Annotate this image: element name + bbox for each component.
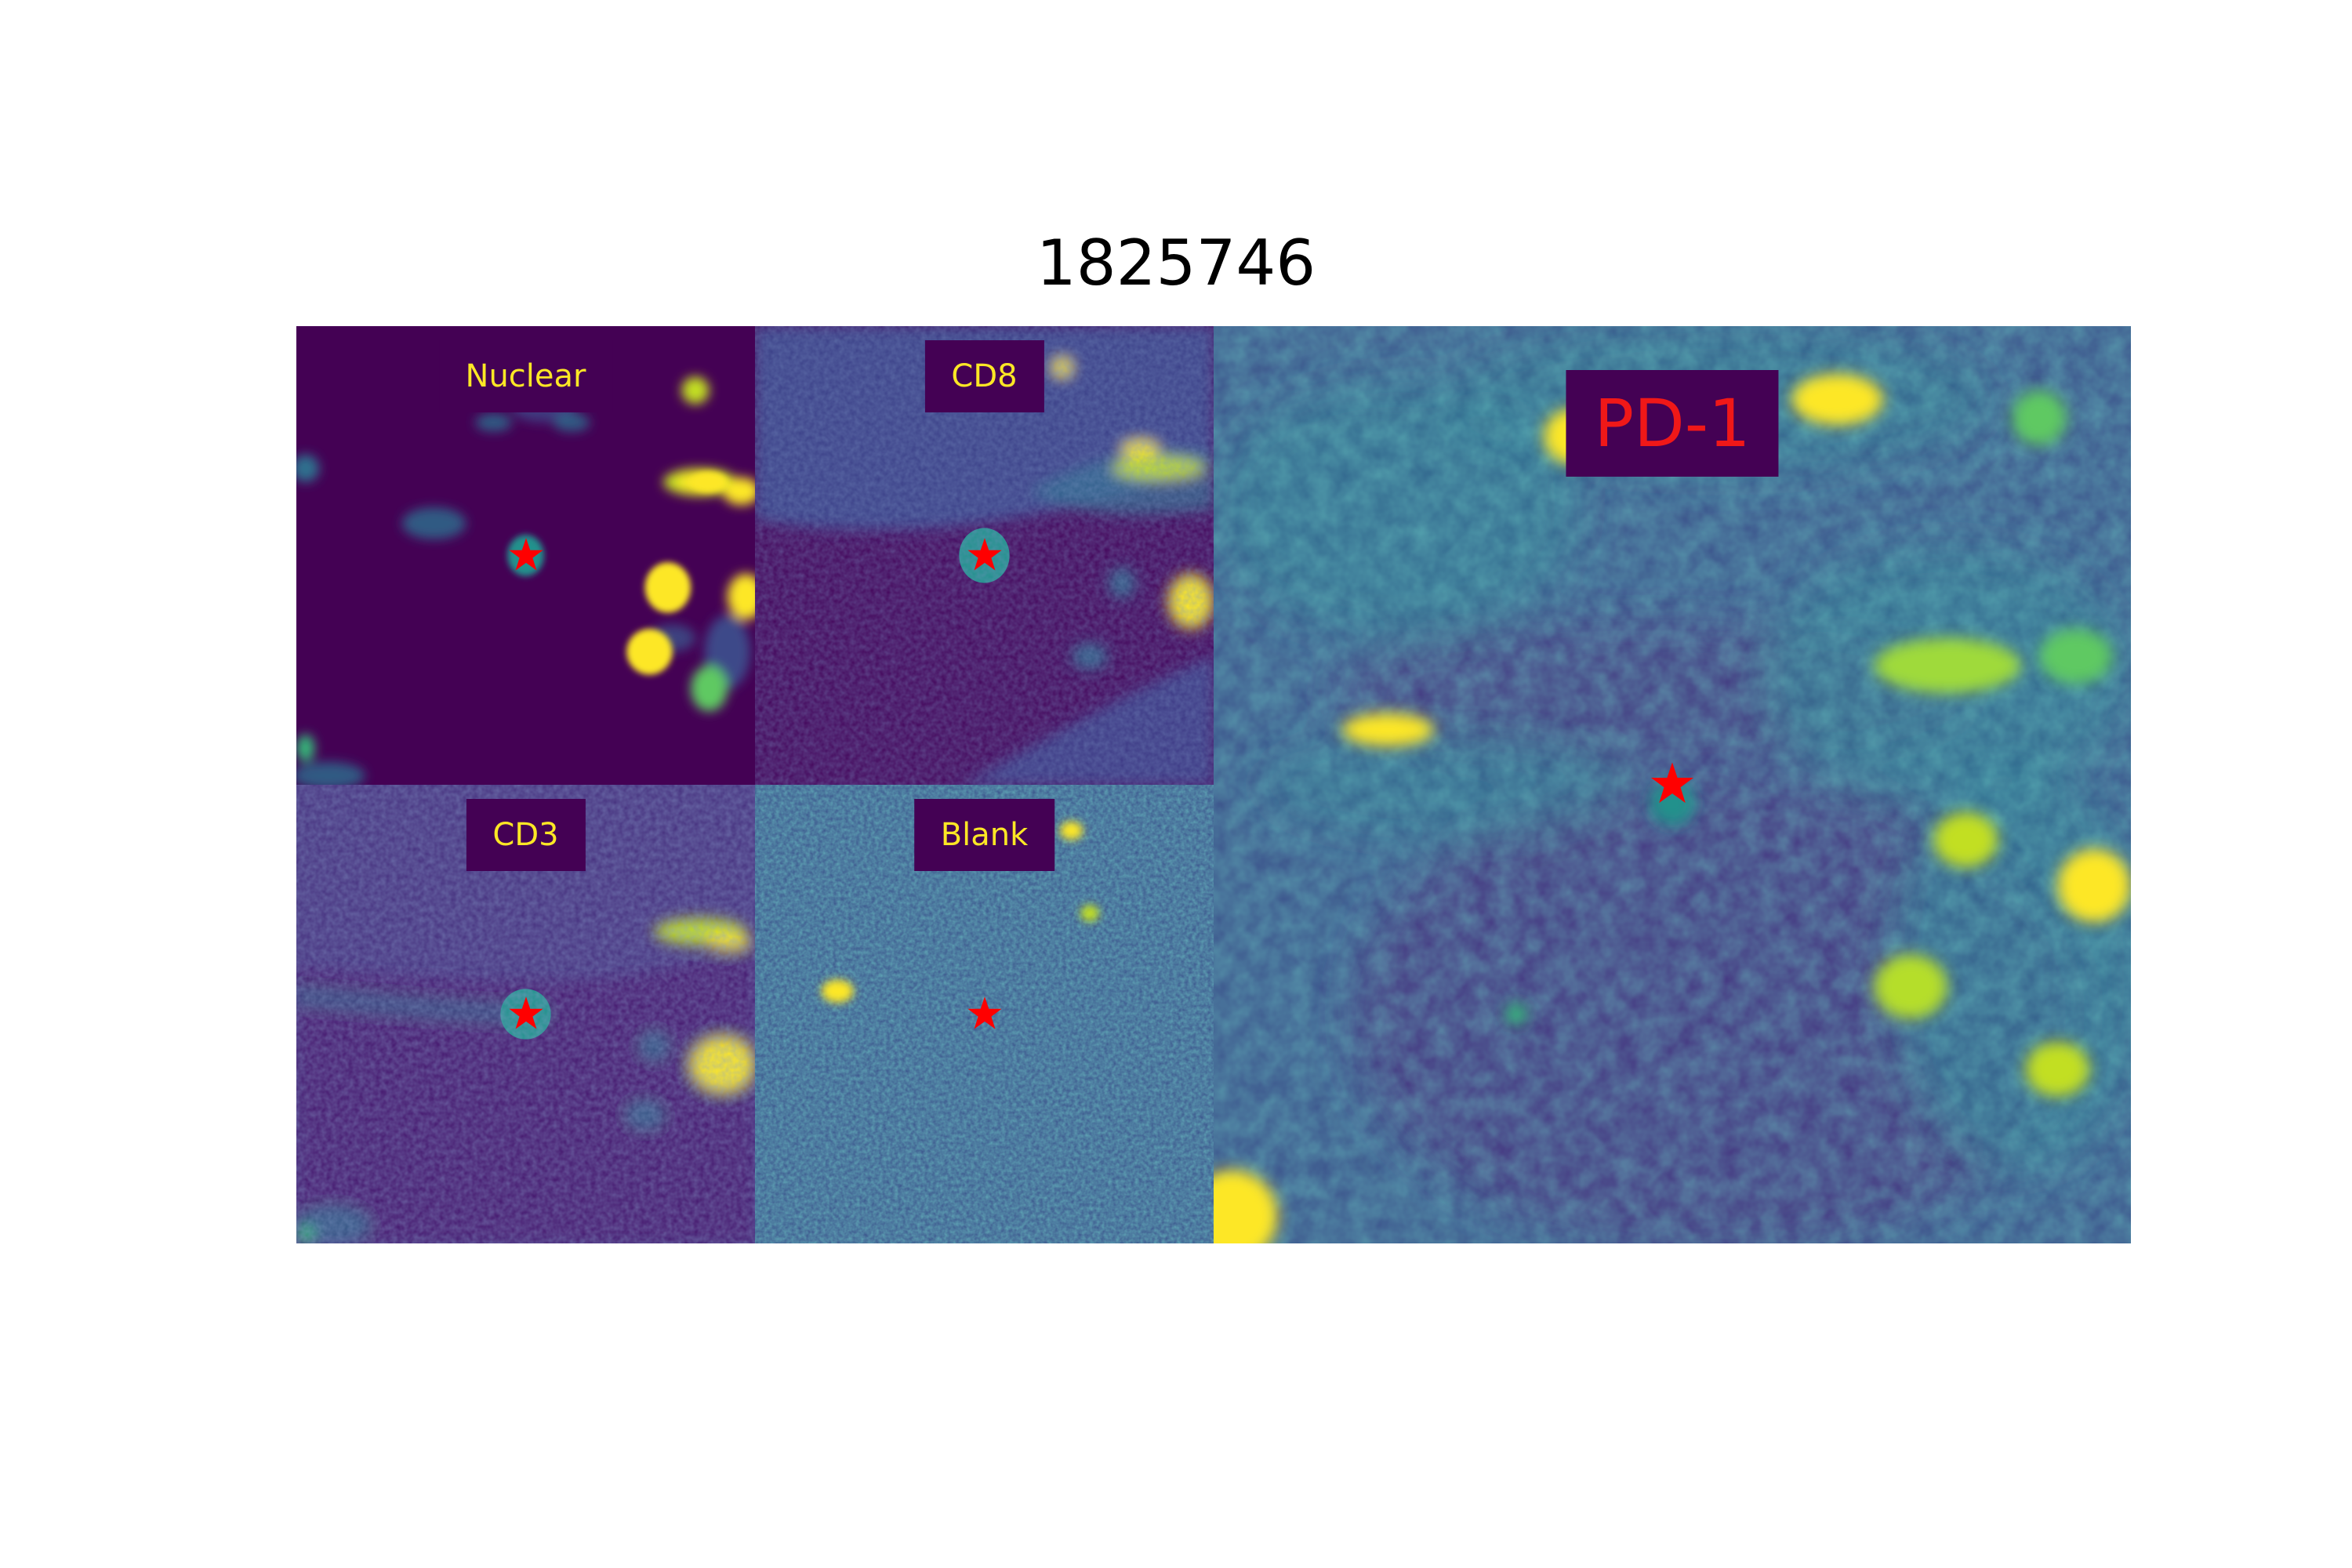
blank-panel: Blank bbox=[755, 785, 1214, 1243]
panel-label-cd8: CD8 bbox=[924, 340, 1044, 412]
panel-label-nuclear: Nuclear bbox=[438, 340, 613, 412]
cd8-panel: CD8 bbox=[755, 326, 1214, 785]
star-icon bbox=[967, 537, 1002, 570]
star-icon bbox=[508, 996, 543, 1029]
figure-title: 1825746 bbox=[1036, 227, 1316, 299]
cd8-image bbox=[755, 326, 1214, 785]
nuclear-panel: Nuclear bbox=[296, 326, 755, 785]
panel-label-blank: Blank bbox=[913, 799, 1055, 871]
star-icon bbox=[1651, 762, 1693, 804]
panel-label-pd1: PD-1 bbox=[1566, 370, 1779, 477]
image-mosaic: Nuclear bbox=[296, 326, 2131, 1243]
cd3-panel: CD3 bbox=[296, 785, 755, 1243]
pd1-panel: PD-1 bbox=[1214, 326, 2131, 1243]
star-icon bbox=[508, 537, 543, 570]
pd1-image bbox=[1214, 326, 2131, 1243]
star-icon bbox=[967, 996, 1002, 1029]
panel-label-cd3: CD3 bbox=[466, 799, 586, 871]
